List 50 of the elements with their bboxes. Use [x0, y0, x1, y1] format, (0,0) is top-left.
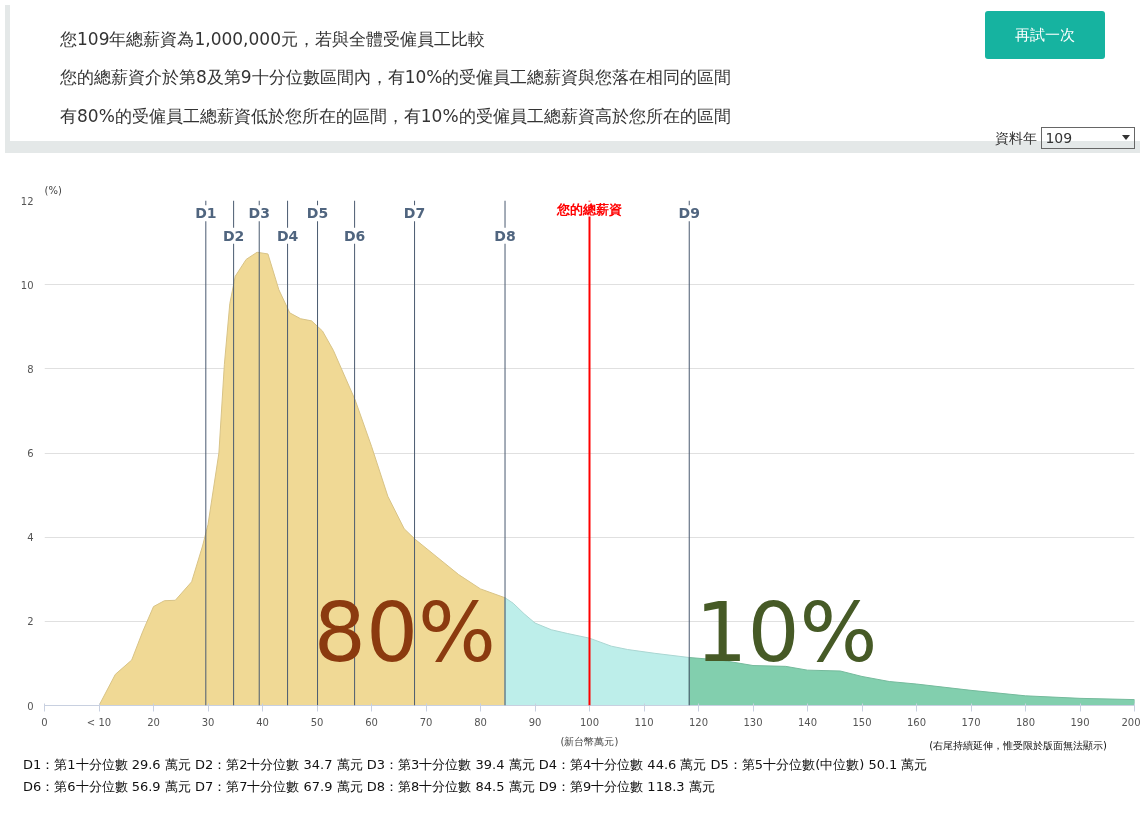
text: D6：第6十分位數 56.9 萬元 D7：第7十分位數 67.9 萬元 D8：第8十分位數 84.5 萬元 D9：第9十分位數 118.3 萬元 — [23, 777, 716, 796]
y-tick-label: 4 — [27, 532, 34, 544]
text: D1：第1十分位數 29.6 萬元 D2：第2十分位數 34.7 萬元 D3：第3十分位數 39.4 萬元 D4：第4十分位數 44.6 萬元 D5：第5十分位數(中位數) 50.1 萬元 — [23, 756, 929, 775]
x-tick-label: < 10 — [86, 716, 112, 728]
x-tick-label: 200 — [1121, 716, 1140, 728]
text: 再試一次 — [985, 11, 1105, 59]
x-tick-label: 180 — [1015, 716, 1036, 728]
chart-title: 您109年總薪資為1,000,000元，若與全體受僱員工比較 — [60, 28, 486, 51]
x-tick-label: 130 — [743, 716, 763, 728]
x-tick-label: 120 — [688, 716, 709, 728]
y-tick-label: 10 — [20, 279, 34, 291]
x-tick-label: 80 — [474, 716, 487, 728]
text: 資料年 — [995, 130, 1037, 146]
text: 109 — [1041, 127, 1136, 149]
ref-line-label: D3 — [248, 205, 270, 222]
annotation: 10% — [695, 585, 878, 681]
ref-line-label: D9 — [678, 205, 700, 222]
x-tick-label: 90 — [528, 716, 542, 728]
ref-line-label: D1 — [195, 205, 217, 222]
y-tick-label: 8 — [27, 363, 34, 375]
text: 有80%的受僱員工總薪資低於您所在的區間，有10%的受僱員工總薪資高於您所在的區間 — [60, 104, 732, 128]
chart-subtitle: 您的總薪資介於第8及第9十分位數區間內，有10%的受僱員工總薪資與您落在相同的區間 — [60, 66, 732, 90]
ref-line-label: D8 — [494, 227, 516, 244]
x-tick-label: 100 — [579, 716, 600, 728]
y-axis-title: (%) — [44, 184, 62, 196]
x-tick-label: 60 — [365, 716, 378, 728]
x-tick-label: 110 — [634, 716, 654, 728]
y-tick-label: 12 — [20, 195, 34, 207]
x-tick-label: 170 — [961, 716, 981, 728]
x-tick-label: 20 — [147, 716, 160, 728]
y-tick-label: 0 — [27, 700, 34, 712]
x-tick-label: 50 — [310, 716, 324, 728]
x-axis-title: (新台幣萬元) — [560, 735, 619, 747]
ref-line-label: 您的總薪資 — [556, 201, 622, 217]
ref-line-label: D5 — [306, 205, 329, 222]
text: (右尾持續延伸，惟受限於版面無法顯示) — [929, 740, 1107, 751]
ref-line-label: D6 — [343, 227, 366, 244]
x-tick-label: 150 — [852, 716, 872, 728]
x-tick-label: 30 — [201, 716, 215, 728]
x-tick-label: 190 — [1070, 716, 1090, 728]
x-tick-label: 160 — [906, 716, 927, 728]
ref-line-label: D4 — [276, 227, 299, 244]
x-tick-label: 40 — [256, 716, 269, 728]
ref-line-label: D2 — [222, 227, 245, 244]
x-tick-label: 70 — [419, 716, 433, 728]
x-tick-label: 0 — [41, 716, 48, 728]
y-tick-label: 6 — [27, 448, 34, 459]
ref-line-label: D7 — [403, 205, 426, 222]
x-tick-label: 140 — [797, 716, 818, 728]
y-tick-label: 2 — [27, 616, 34, 628]
